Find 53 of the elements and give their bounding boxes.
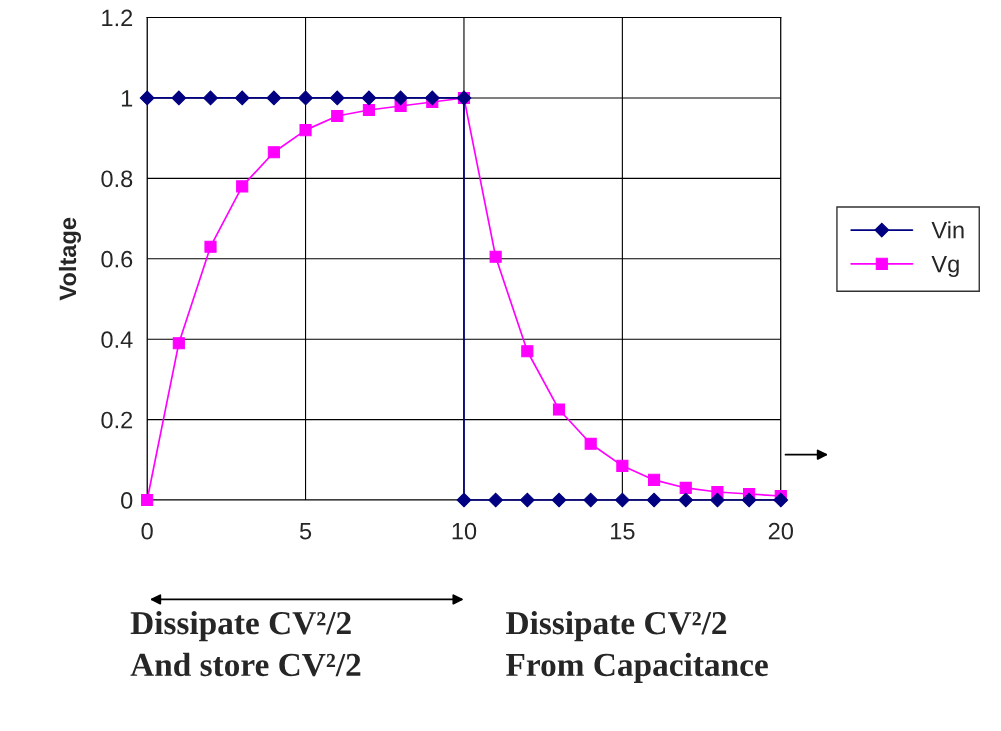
- y-axis-title: Voltage: [58, 217, 81, 301]
- point: [583, 492, 599, 508]
- point: [647, 473, 661, 486]
- point: [329, 90, 345, 106]
- point: [362, 103, 375, 117]
- point: [552, 403, 566, 416]
- point: [551, 492, 567, 508]
- point: [456, 492, 472, 508]
- point: [710, 492, 725, 508]
- point: [773, 492, 789, 508]
- point: [204, 240, 217, 253]
- text: Dissipate CV²/2 From Capacitance: [506, 610, 768, 683]
- point: [616, 459, 629, 472]
- text: Dissipate CV²/2 And store CV²/2: [130, 610, 361, 677]
- y-tick-label: 0: [121, 492, 133, 509]
- x-tick-label: 15: [611, 523, 635, 540]
- y-tick-label: 0.4: [101, 331, 133, 348]
- point: [361, 90, 377, 106]
- legend-label: Vg: [931, 255, 959, 278]
- point: [521, 345, 534, 358]
- point: [488, 492, 504, 508]
- point: [393, 90, 408, 106]
- point: [266, 90, 282, 106]
- point: [299, 124, 312, 137]
- legend-label: Vin: [931, 221, 964, 239]
- point: [236, 180, 249, 193]
- y-tick-label: 1: [121, 90, 133, 107]
- point: [424, 90, 440, 106]
- point: [584, 437, 597, 450]
- point: [203, 90, 218, 106]
- point: [741, 492, 757, 508]
- point: [489, 250, 502, 263]
- point: [614, 492, 630, 508]
- x-tick-label: 0: [141, 522, 153, 540]
- point: [171, 90, 187, 106]
- y-tick-label: 0.2: [101, 411, 133, 429]
- y-tick-label: 0.6: [101, 250, 133, 268]
- point: [679, 481, 692, 495]
- point: [141, 493, 154, 507]
- x-tick-label: 20: [768, 522, 793, 540]
- point: [234, 90, 250, 106]
- point: [519, 492, 535, 508]
- y-tick-label: 0.8: [101, 170, 133, 188]
- point: [678, 492, 694, 508]
- point: [172, 337, 185, 350]
- point: [298, 90, 313, 106]
- x-tick-label: 5: [299, 523, 312, 540]
- point: [267, 146, 280, 159]
- point: [331, 109, 344, 123]
- point: [139, 90, 155, 106]
- point: [646, 492, 662, 508]
- x-tick-label: 10: [452, 522, 477, 540]
- y-tick-label: 1.2: [102, 9, 133, 27]
